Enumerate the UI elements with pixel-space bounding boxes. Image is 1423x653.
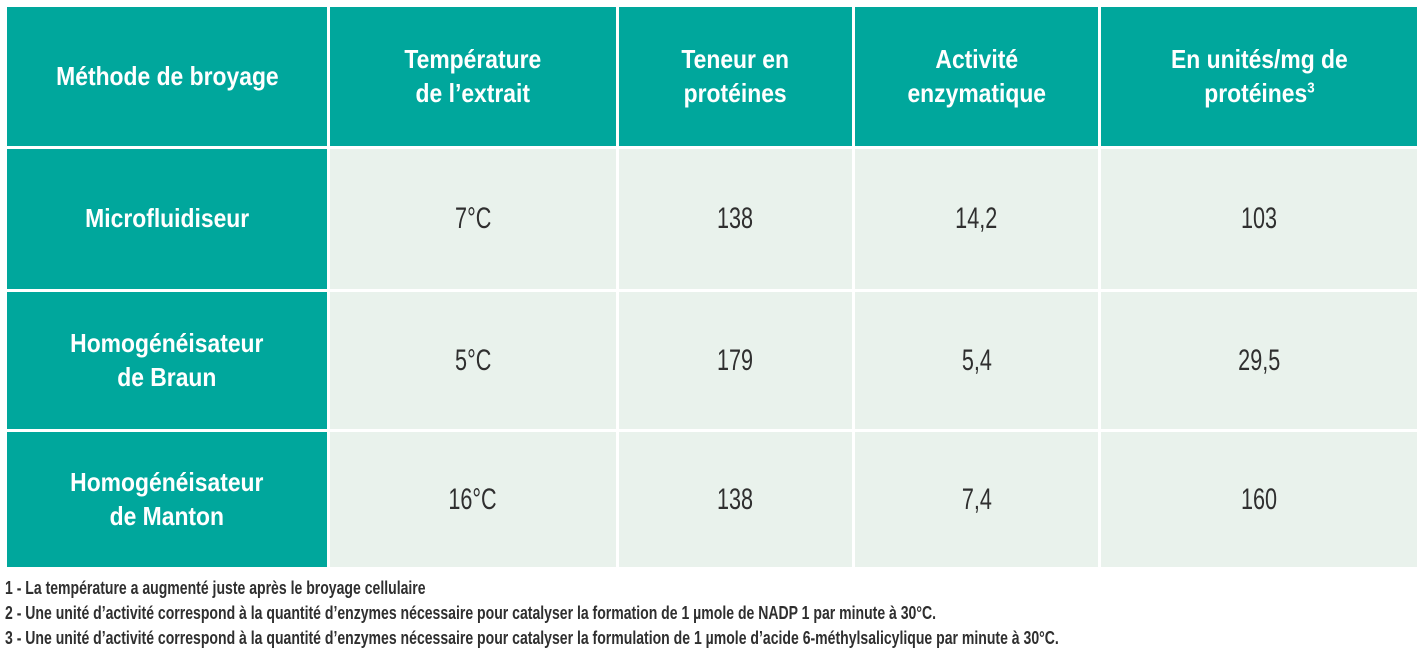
cell-braun-teneur: 179: [619, 292, 852, 429]
cell-value: 7,4: [961, 482, 992, 516]
cell-value: 160: [1240, 482, 1278, 516]
row-header-microfluidiseur: Microfluidiseur: [7, 149, 327, 289]
header-cell-methode-de-broyage: Méthode de broyage: [7, 7, 327, 146]
header-label: Teneur en protéines: [681, 43, 790, 108]
cell-braun-unites: 29,5: [1101, 292, 1417, 429]
cell-manton-activite: 7,4: [855, 432, 1098, 567]
cell-manton-teneur: 138: [619, 432, 852, 567]
cell-microfluidiseur-teneur: 138: [619, 149, 852, 289]
cell-value: 138: [717, 482, 754, 516]
method-label: Homogénéisateur de Manton: [70, 466, 264, 531]
cell-braun-activite: 5,4: [855, 292, 1098, 429]
footnote-2: 2 - Une unité d’activité correspond à la…: [5, 603, 937, 623]
cell-microfluidiseur-temperature: 7°C: [330, 149, 616, 289]
row-header-homogeneisateur-manton: Homogénéisateur de Manton: [7, 432, 327, 567]
cell-braun-temperature: 5°C: [330, 292, 616, 429]
footnotes-block: 1 - La température a augmenté juste aprè…: [5, 576, 1356, 651]
cell-value: 16°C: [448, 482, 498, 516]
cell-value: 179: [717, 343, 754, 377]
row-header-homogeneisateur-braun: Homogénéisateur de Braun: [7, 292, 327, 429]
cell-value: 138: [717, 202, 754, 235]
cell-value: 29,5: [1237, 343, 1281, 377]
cell-manton-unites: 160: [1101, 432, 1417, 567]
cell-manton-temperature: 16°C: [330, 432, 616, 567]
footnote-3: 3 - Une unité d’activité correspond à la…: [5, 628, 1059, 648]
cell-microfluidiseur-activite: 14,2: [855, 149, 1098, 289]
method-label: Homogénéisateur de Braun: [70, 327, 264, 392]
cell-value: 7°C: [454, 202, 492, 235]
method-label: Microfluidiseur: [84, 203, 249, 234]
header-cell-activite-enzymatique: Activité enzymatique: [855, 7, 1098, 146]
cell-value: 103: [1240, 202, 1278, 235]
footnote-1: 1 - La température a augmenté juste aprè…: [5, 578, 426, 598]
cell-value: 5,4: [961, 343, 992, 377]
header-cell-unites-mg-proteines: En unités/mg de protéines3: [1101, 7, 1417, 146]
header-cell-teneur-proteines: Teneur en protéines: [619, 7, 852, 146]
header-label: Méthode de broyage: [55, 60, 279, 91]
cell-value: 5°C: [454, 343, 492, 377]
header-label: Température de l’extrait: [404, 43, 542, 108]
header-cell-temperature-extrait: Température de l’extrait: [330, 7, 616, 146]
header-label: Activité enzymatique: [907, 43, 1046, 108]
cell-microfluidiseur-unites: 103: [1101, 149, 1417, 289]
header-label: En unités/mg de protéines3: [1171, 43, 1348, 111]
cell-value: 14,2: [955, 202, 998, 235]
header-label-text: En unités/mg de protéines: [1170, 43, 1348, 108]
footnote-reference-superscript: 3: [1306, 78, 1315, 96]
broyage-comparison-table: Méthode de broyage Température de l’extr…: [7, 7, 1417, 567]
